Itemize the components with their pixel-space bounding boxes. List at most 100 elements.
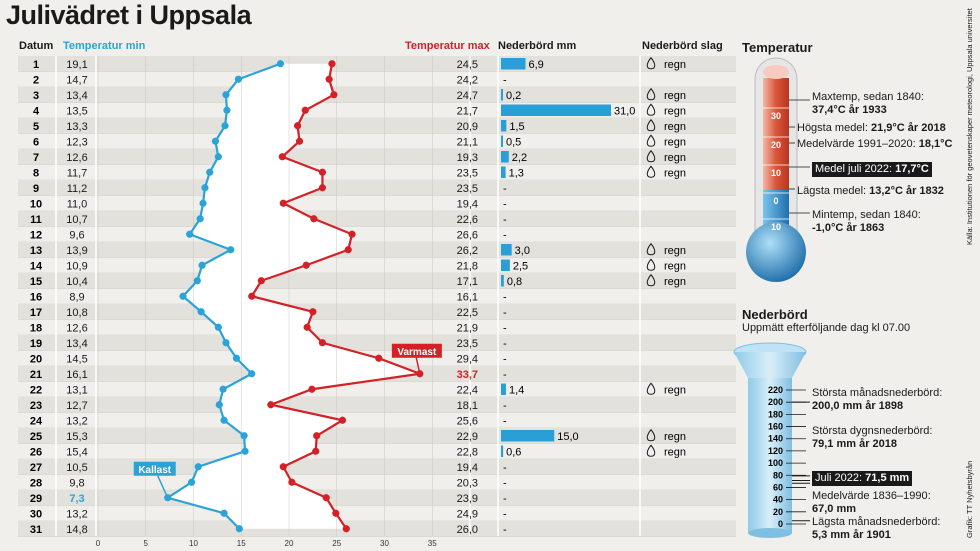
temp-max-value: 23,5 bbox=[457, 183, 478, 195]
thermometer-top bbox=[763, 65, 789, 79]
precip-value: 0,2 bbox=[506, 90, 521, 102]
temp-min-value: 10,5 bbox=[66, 462, 87, 474]
temp-max-point bbox=[302, 261, 310, 269]
thermometer-red-column bbox=[763, 78, 789, 203]
precip-value: 15,0 bbox=[557, 431, 578, 443]
temp-max-value: 22,8 bbox=[457, 446, 478, 458]
temp-min-value: 13,3 bbox=[66, 121, 87, 133]
temp-min-value: 14,7 bbox=[66, 74, 87, 86]
row-stripe bbox=[18, 180, 736, 196]
temp-max-value: 22,9 bbox=[457, 431, 478, 443]
annotation-box bbox=[391, 343, 442, 358]
temp-min-value: 19,1 bbox=[66, 59, 87, 71]
gauge-scale-label: 200 bbox=[768, 397, 783, 407]
temp-min-value: 10,8 bbox=[66, 307, 87, 319]
page-title: Julivädret i Uppsala bbox=[6, 0, 252, 30]
header-temp-max: Temperatur max bbox=[405, 40, 490, 52]
temp-min-point bbox=[179, 292, 187, 300]
temp-min-point bbox=[197, 308, 205, 316]
temp-min-point bbox=[222, 91, 230, 99]
day-label: 25 bbox=[30, 431, 42, 443]
temp-min-value: 10,9 bbox=[66, 260, 87, 272]
temp-min-point bbox=[227, 246, 235, 254]
temp-max-point bbox=[312, 447, 320, 455]
temp-max-value: 24,2 bbox=[457, 74, 478, 86]
precip-value: - bbox=[503, 183, 507, 195]
temp-min-value: 15,3 bbox=[66, 431, 87, 443]
day-label: 18 bbox=[30, 322, 42, 334]
precip-value: - bbox=[503, 338, 507, 350]
temp-min-point bbox=[211, 137, 220, 145]
row-stripe bbox=[18, 149, 736, 165]
temp-max-point bbox=[288, 478, 296, 486]
temp-max-point bbox=[322, 494, 330, 502]
precip-value: 0,6 bbox=[506, 446, 521, 458]
temp-max-value: 24,5 bbox=[457, 59, 478, 71]
temp-min-point bbox=[220, 416, 228, 424]
raindrop-icon bbox=[646, 87, 656, 101]
precip-value: 2,2 bbox=[512, 152, 527, 164]
precip-value: - bbox=[503, 369, 507, 381]
precip-value: 1,4 bbox=[509, 384, 524, 396]
note-mean-1836: Medelvärde 1836–1990: 67,0 mm bbox=[812, 490, 931, 515]
day-label: 10 bbox=[30, 198, 42, 210]
temp-max-point bbox=[295, 137, 304, 145]
thermo-scale-label: 20 bbox=[771, 140, 781, 150]
row-stripe bbox=[18, 428, 736, 444]
temp-min-point bbox=[196, 215, 204, 223]
temp-min-point bbox=[214, 153, 222, 161]
temp-max-point bbox=[308, 385, 316, 393]
precip-type: regn bbox=[664, 121, 686, 133]
temp-min-value: 12,3 bbox=[66, 136, 87, 148]
temp-min-point bbox=[232, 354, 241, 362]
temp-max-value: 33,7 bbox=[457, 369, 478, 381]
header-precip-type: Nederbörd slag bbox=[642, 40, 723, 52]
temp-max-value: 19,4 bbox=[457, 462, 478, 474]
temp-max-value: 21,1 bbox=[457, 136, 478, 148]
temp-max-point bbox=[257, 277, 265, 285]
precip-bar bbox=[501, 58, 526, 70]
temperature-panel-title: Temperatur bbox=[742, 40, 813, 55]
x-tick-label: 5 bbox=[144, 539, 149, 548]
temp-max-point bbox=[248, 292, 256, 300]
temp-max-value: 23,5 bbox=[457, 338, 478, 350]
day-label: 28 bbox=[30, 477, 42, 489]
x-tick-label: 20 bbox=[285, 539, 294, 548]
source-note: Källa: Institutionen för geovetenskaper … bbox=[965, 8, 974, 245]
temp-min-value: 10,7 bbox=[66, 214, 87, 226]
temp-min-value: 13,2 bbox=[66, 415, 87, 427]
temp-max-value: 16,1 bbox=[457, 291, 478, 303]
temp-min-value: 15,4 bbox=[66, 446, 87, 458]
temp-max-value: 17,1 bbox=[457, 276, 478, 288]
row-stripe bbox=[18, 490, 736, 506]
raindrop-icon bbox=[646, 258, 656, 271]
raindrop-icon bbox=[646, 118, 656, 132]
precip-type: regn bbox=[664, 260, 686, 272]
temp-min-point bbox=[220, 509, 228, 517]
precip-value: - bbox=[503, 322, 507, 334]
temp-max-value: 24,9 bbox=[457, 508, 478, 520]
day-label: 7 bbox=[33, 152, 39, 164]
temp-max-point bbox=[279, 199, 287, 207]
temp-max-point bbox=[318, 168, 327, 176]
precip-value: - bbox=[503, 291, 507, 303]
temp-max-point bbox=[301, 106, 309, 114]
note-maxtemp: Maxtemp, sedan 1840: 37,4°C år 1933 bbox=[812, 91, 924, 116]
row-stripe bbox=[18, 397, 736, 413]
raindrop-icon bbox=[646, 149, 656, 163]
raindrop-icon bbox=[646, 428, 656, 442]
day-label: 11 bbox=[30, 214, 42, 226]
temp-max-point bbox=[342, 525, 350, 533]
day-label: 1 bbox=[33, 59, 39, 71]
note-july-2022-mean: Medel juli 2022: 17,7°C bbox=[812, 162, 932, 177]
temp-max-value: 26,0 bbox=[457, 524, 478, 536]
note-max-day: Största dygnsnederbörd: 79,1 mm år 2018 bbox=[812, 425, 933, 450]
precip-type: regn bbox=[664, 446, 686, 458]
temp-min-value: 13,5 bbox=[66, 105, 87, 117]
note-highest-mean: Högsta medel: 21,9°C år 2018 bbox=[797, 122, 946, 134]
row-stripe bbox=[18, 273, 736, 289]
temp-max-value: 22,4 bbox=[457, 384, 478, 396]
header-precip: Nederbörd mm bbox=[498, 40, 577, 52]
precip-bar bbox=[501, 445, 504, 457]
temp-max-point bbox=[332, 509, 340, 517]
